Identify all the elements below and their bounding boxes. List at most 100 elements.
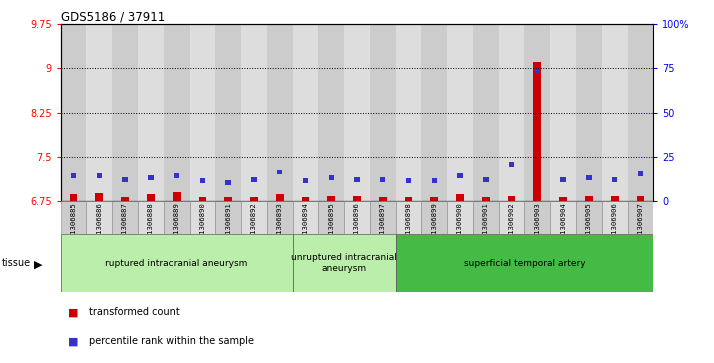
Bar [380,177,386,182]
Bar [86,201,112,234]
Bar [421,24,447,201]
Bar [405,197,413,201]
Text: GSM1306894: GSM1306894 [303,203,308,246]
Bar [559,197,567,201]
Bar [550,201,576,234]
Text: GSM1306889: GSM1306889 [174,203,180,246]
Bar [458,173,463,178]
Bar [86,24,112,201]
Bar [216,24,241,201]
Bar [61,201,86,234]
Bar [602,201,628,234]
Bar [96,193,104,201]
Text: GSM1306885: GSM1306885 [71,203,76,246]
Bar [456,194,464,201]
Text: GSM1306900: GSM1306900 [457,203,463,246]
Text: tissue: tissue [2,258,31,268]
Text: GSM1306899: GSM1306899 [431,203,437,246]
Bar [638,171,643,176]
Bar [293,234,396,292]
Bar [164,24,189,201]
Bar [241,201,267,234]
Text: GSM1306905: GSM1306905 [586,203,592,246]
Bar [189,24,216,201]
Bar [535,68,540,73]
Bar [586,175,592,180]
Bar [585,196,593,201]
Bar [344,24,370,201]
Bar [71,173,76,178]
Bar [241,24,267,201]
Bar [277,170,283,175]
Bar [447,24,473,201]
Text: transformed count: transformed count [89,307,180,317]
Bar [483,177,488,182]
Bar [354,177,360,182]
Bar [379,197,387,201]
Bar [318,201,344,234]
Bar [610,196,618,201]
Bar [293,24,318,201]
Text: GSM1306902: GSM1306902 [508,203,515,246]
Bar [293,201,318,234]
Bar [226,180,231,185]
Bar [149,175,154,180]
Bar [164,201,189,234]
Bar [498,24,525,201]
Text: unruptured intracranial
aneurysm: unruptured intracranial aneurysm [291,253,397,273]
Bar [250,197,258,201]
Bar [560,177,565,182]
Bar [70,194,77,201]
Bar [122,177,128,182]
Bar [328,175,334,180]
Bar [147,194,155,201]
Text: percentile rank within the sample: percentile rank within the sample [89,336,254,346]
Bar [431,197,438,201]
Text: GSM1306903: GSM1306903 [534,203,540,246]
Bar [533,62,541,201]
Text: superficial temporal artery: superficial temporal artery [463,259,585,268]
Text: GSM1306907: GSM1306907 [638,203,643,246]
Bar [138,24,164,201]
Bar [396,234,653,292]
Bar [525,24,550,201]
Bar [251,177,256,182]
Bar [473,24,498,201]
Bar [61,234,293,292]
Bar [370,201,396,234]
Bar [96,173,102,178]
Bar [602,24,628,201]
Text: GSM1306891: GSM1306891 [225,203,231,246]
Bar [267,201,293,234]
Text: ■: ■ [68,307,79,317]
Bar [370,24,396,201]
Text: GSM1306892: GSM1306892 [251,203,257,246]
Text: GSM1306890: GSM1306890 [199,203,206,246]
Bar [327,196,335,201]
Bar [396,24,421,201]
Bar [353,196,361,201]
Text: GSM1306898: GSM1306898 [406,203,411,246]
Text: GSM1306897: GSM1306897 [380,203,386,246]
Bar [301,197,309,201]
Bar [121,197,129,201]
Bar [174,173,179,178]
Text: GSM1306893: GSM1306893 [277,203,283,246]
Bar [421,201,447,234]
Text: GSM1306896: GSM1306896 [354,203,360,246]
Text: GSM1306895: GSM1306895 [328,203,334,246]
Bar [173,192,181,201]
Bar [473,201,498,234]
Bar [637,196,644,201]
Bar [112,24,138,201]
Bar [482,197,490,201]
Text: GSM1306888: GSM1306888 [148,203,154,246]
Text: GSM1306887: GSM1306887 [122,203,128,246]
Bar [138,201,164,234]
Bar [303,178,308,183]
Text: GSM1306906: GSM1306906 [612,203,618,246]
Text: ruptured intracranial aneurysm: ruptured intracranial aneurysm [106,259,248,268]
Bar [431,178,437,183]
Bar [189,201,216,234]
Bar [276,194,283,201]
